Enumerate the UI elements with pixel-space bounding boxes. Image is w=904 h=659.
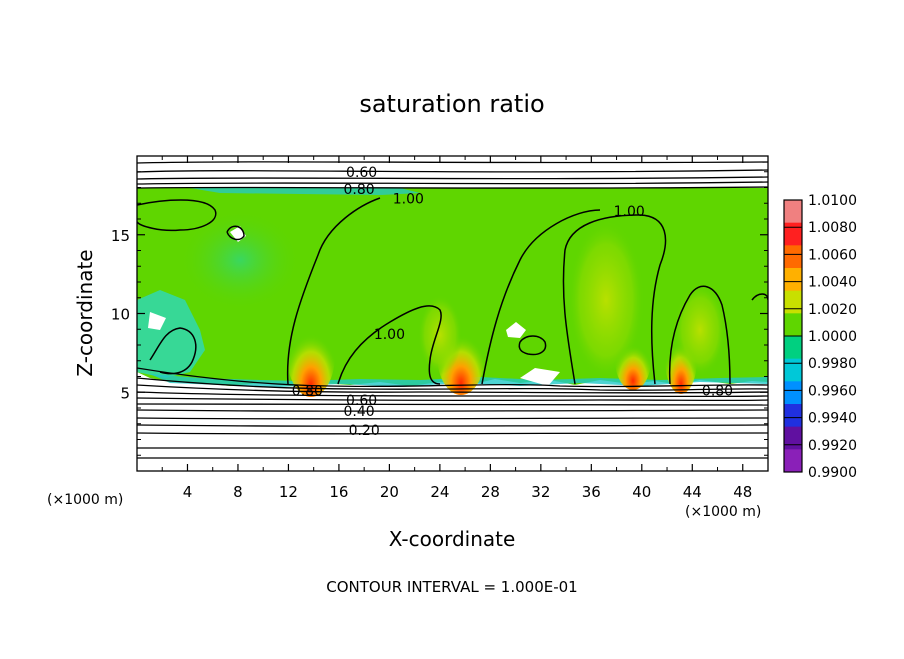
x-tick-label: 48 [733,483,752,501]
colorbar-label: 1.0020 [808,302,857,318]
contour-label: 0.80 [702,384,733,400]
contour-label-group: 0.600.801.001.001.000.80 0.800.600.400.20 [292,165,733,439]
lower-contours [137,367,768,460]
colorbar-label: 1.0080 [808,220,857,236]
x-tick-label: 8 [233,483,243,501]
colorbar-swatch [784,268,802,292]
x-tick-label: 44 [683,483,702,501]
contour-label: 0.80 [292,384,323,400]
y-axis-label: Z-coordinate [73,249,97,376]
colorbar-label: 1.0000 [808,329,857,345]
colorbar-label: 0.9940 [808,411,857,427]
clear-hole-1 [506,322,526,338]
clear-hole-3 [148,312,166,330]
x-tick-label: 4 [183,483,193,501]
y-axis-ticks: 5 10 15 [111,171,768,456]
contour-label: 0.20 [349,423,380,439]
contour-interval-note: CONTOUR INTERVAL = 1.000E-01 [326,578,577,596]
colorbar-swatch [784,222,802,246]
colorbar-swatch [784,449,802,473]
y-tick-label: 5 [120,384,130,402]
colorbar-swatch [784,245,802,269]
upper-contours [137,161,768,189]
subsaturated-region-mid [180,210,300,310]
subsaturated-patch-left [137,290,205,378]
x-unit-label: (×1000 m) [685,504,761,520]
supersaturated-region-3 [418,295,462,375]
x-tick-label: 24 [430,483,449,501]
colorbar-swatch [784,426,802,450]
plot-area [137,156,768,471]
colorbar-label: 1.0040 [808,275,857,291]
y-tick-label: 15 [111,227,130,245]
colorbar: 1.0100 1.0080 1.0060 1.0040 1.0020 1.0000 0.99… [783,193,857,481]
x-tick-label: 40 [632,483,651,501]
colorbar-label: 0.9980 [808,356,857,372]
colorbar-label: 0.9900 [808,465,857,481]
contour-label: 1.00 [614,204,645,220]
x-tick-label: 28 [481,483,500,501]
contour-label: 0.60 [346,165,377,181]
contour-label: 1.00 [393,192,424,208]
colorbar-swatch [784,290,802,314]
chart-title: saturation ratio [359,90,544,118]
colorbar-swatch [784,313,802,337]
subsaturated-top-strip [190,188,420,195]
x-axis-label: X-coordinate [389,527,516,551]
supersaturated-region [568,220,644,380]
x-tick-label: 20 [380,483,399,501]
x-tick-label: 12 [279,483,298,501]
contour-label: 1.00 [374,327,405,343]
x-axis-ticks: 4 8 12 16 20 24 28 32 36 40 44 48 [161,156,752,501]
x-tick-label: 36 [582,483,601,501]
colorbar-label: 1.0100 [808,193,857,209]
y-tick-label: 10 [111,306,130,324]
contour-label: 0.80 [344,182,375,198]
colorbar-swatch [784,381,802,405]
colorbar-label: 0.9960 [808,383,857,399]
updraft-core-1 [287,313,335,397]
colorbar-label: 1.0060 [808,247,857,263]
colorbar-swatch [784,200,802,224]
x-tick-label: 16 [329,483,348,501]
x-tick-label: 32 [531,483,550,501]
colorbar-label: 0.9920 [808,438,857,454]
colorbar-swatch [784,358,802,382]
contour-label: 0.60 [346,393,377,409]
z-unit-label: (×1000 m) [47,492,123,508]
contour-label: 0.40 [344,404,375,420]
colorbar-swatch [784,404,802,428]
clear-hole-4 [520,368,560,386]
supersaturated-region-2 [674,284,726,376]
colorbar-swatch [784,336,802,360]
